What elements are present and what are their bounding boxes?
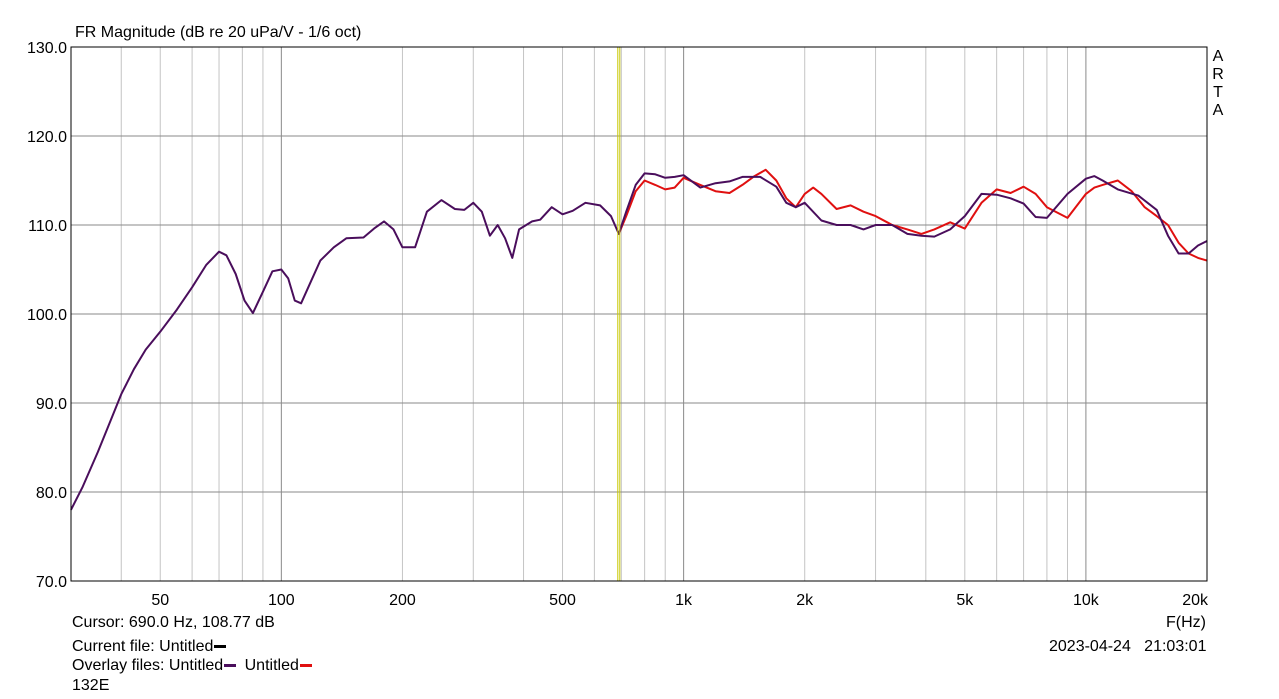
overlay-swatch-1 <box>224 664 237 668</box>
y-tick-label: 130.0 <box>27 40 67 57</box>
note-label: 132E <box>72 677 110 694</box>
overlay-second: Untitled <box>244 657 299 674</box>
arta-logo: A R T A <box>1211 48 1225 120</box>
overlay-label: Overlay files: Untitled <box>72 657 224 674</box>
tick-labels: 70.0 80.0 90.0 100.0 110.0 120.0 130.0 50 100 200… <box>27 40 1209 609</box>
chart-title: FR Magnitude (dB re 20 uPa/V - 1/6 oct) <box>75 24 362 41</box>
y-tick-label: 120.0 <box>27 129 67 146</box>
datetime: 2023-04-24 21:03:01 <box>1049 638 1207 655</box>
axes <box>70 46 1208 582</box>
x-tick-label: 10k <box>1073 592 1100 609</box>
logo-letter: A <box>1212 102 1224 119</box>
overlay-swatch-2 <box>299 664 312 668</box>
logo-letter: A <box>1212 48 1224 65</box>
y-tick-label: 100.0 <box>27 307 67 324</box>
current-file: Current file: Untitled <box>72 638 227 656</box>
x-tick-label: 50 <box>151 592 169 609</box>
x-tick-label: 200 <box>389 592 416 609</box>
y-tick-label: 70.0 <box>36 574 67 591</box>
logo-letter: R <box>1212 66 1224 83</box>
logo-letter: T <box>1213 84 1223 101</box>
x-tick-label: 100 <box>268 592 295 609</box>
series-line-2 <box>617 168 1208 262</box>
plot-frame <box>70 46 1208 582</box>
series-line-1 <box>70 172 1208 511</box>
x-axis-label: F(Hz) <box>1166 614 1206 631</box>
y-tick-label: 110.0 <box>28 218 67 235</box>
x-tick-label: 500 <box>549 592 576 609</box>
x-tick-label: 20k <box>1182 592 1209 609</box>
cursor-readout: Cursor: 690.0 Hz, 108.77 dB <box>72 614 275 631</box>
grid <box>71 47 1207 581</box>
x-tick-label: 5k <box>956 592 974 609</box>
current-file-swatch <box>214 645 227 649</box>
x-tick-label: 1k <box>675 592 693 609</box>
y-tick-label: 80.0 <box>36 485 67 502</box>
x-tick-label: 2k <box>796 592 814 609</box>
series-layer <box>70 47 1208 581</box>
y-tick-label: 90.0 <box>36 396 67 413</box>
overlay-files: Overlay files: Untitled Untitled <box>72 657 312 675</box>
current-file-label: Current file: Untitled <box>72 638 214 655</box>
